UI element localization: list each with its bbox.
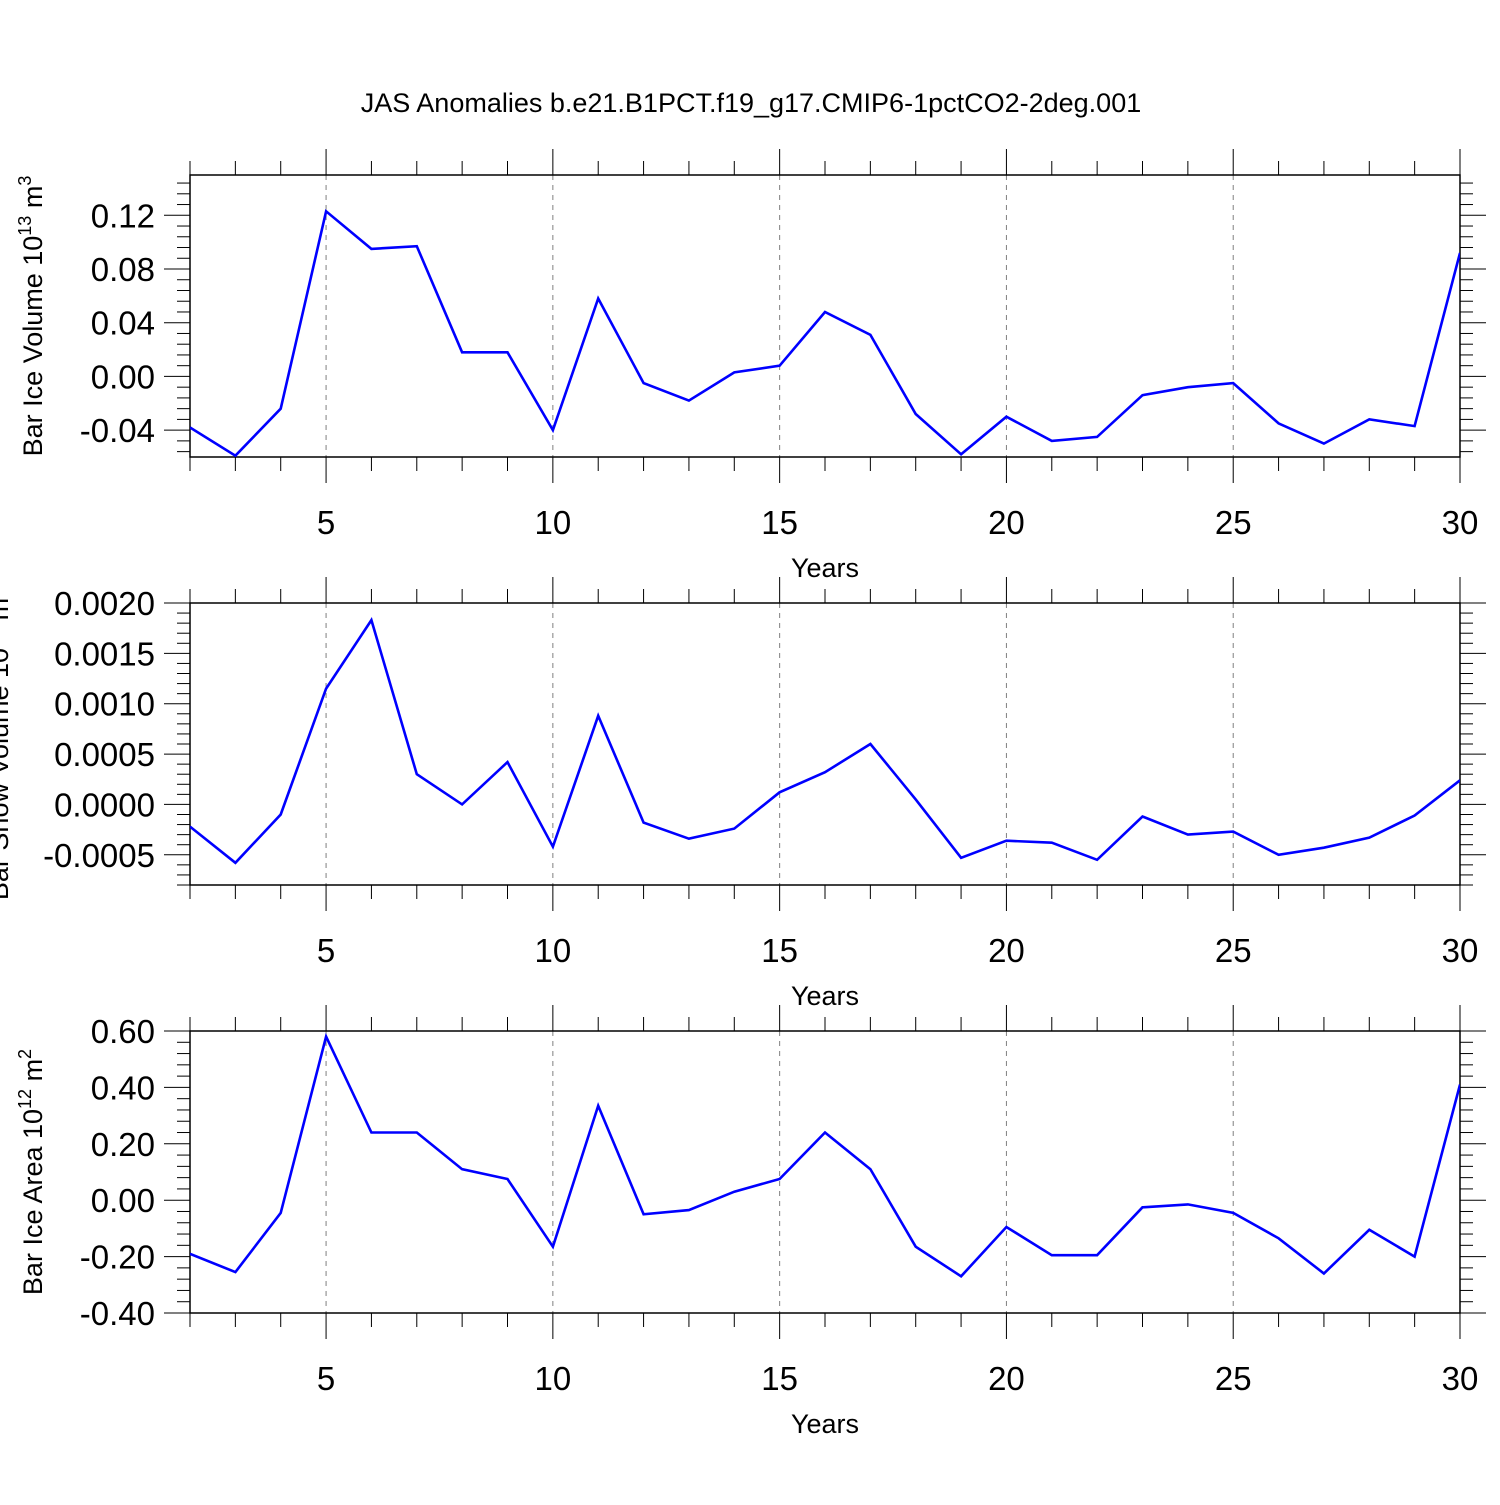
y-tick-label: 0.0020	[54, 585, 155, 622]
x-tick-label: 30	[1442, 932, 1479, 969]
series-line	[190, 617, 1460, 865]
x-tick-label: 25	[1215, 504, 1252, 541]
y-axis-label: Bar Ice Area 1012 m2	[15, 1049, 48, 1295]
plot-frame	[189, 602, 1461, 886]
chart-panel-3: 5 10 15 20 25 30 -0.40 -0.20 0.00 0.20 0.40 0.60 Yea…	[15, 1005, 1486, 1439]
x-tick-label: 5	[317, 932, 335, 969]
y-tick-label: 0.12	[91, 197, 155, 234]
x-tick-label: 10	[534, 932, 571, 969]
x-axis-label: Years	[791, 1409, 859, 1439]
x-axis-label: Years	[791, 981, 859, 1011]
series-line	[190, 1032, 1460, 1278]
y-tick-label: 0.20	[91, 1126, 155, 1163]
y-tick-label: 0.0000	[54, 786, 155, 823]
x-tick-label: 15	[761, 504, 798, 541]
chart-panel-1: 5 10 15 20 25 30 -0.04 0.00 0.04 0.08 0.12 Years Bar…	[15, 149, 1486, 583]
x-tick-label: 25	[1215, 932, 1252, 969]
panels: 5 10 15 20 25 30 -0.04 0.00 0.04 0.08 0.12 Years Bar…	[0, 149, 1486, 1439]
x-tick-label: 5	[317, 504, 335, 541]
y-tick-label: 0.40	[91, 1069, 155, 1106]
series-line	[190, 208, 1460, 457]
x-tick-label: 20	[988, 932, 1025, 969]
x-tick-label: 25	[1215, 1360, 1252, 1397]
y-tick-label: 0.0005	[54, 736, 155, 773]
y-tick-label: -0.0005	[43, 837, 155, 874]
y-tick-label: 0.0015	[54, 635, 155, 672]
x-tick-label: 10	[534, 1360, 571, 1397]
y-tick-label: -0.20	[80, 1239, 155, 1276]
y-tick-label: 0.00	[91, 1182, 155, 1219]
y-tick-label: -0.04	[80, 412, 155, 449]
y-axis-label: Bar Snow Volume 1013 m3	[0, 588, 14, 900]
x-tick-label: 20	[988, 504, 1025, 541]
x-axis-label: Years	[791, 553, 859, 583]
x-tick-label: 10	[534, 504, 571, 541]
x-tick-label: 5	[317, 1360, 335, 1397]
x-tick-label: 15	[761, 1360, 798, 1397]
y-axis-label: Bar Ice Volume 1013 m3	[15, 176, 48, 457]
y-tick-label: 0.60	[91, 1013, 155, 1050]
figure-title: JAS Anomalies b.e21.B1PCT.f19_g17.CMIP6-…	[361, 88, 1141, 118]
x-tick-label: 20	[988, 1360, 1025, 1397]
y-tick-label: 0.08	[91, 251, 155, 288]
y-tick-label: -0.40	[80, 1295, 155, 1332]
x-tick-label: 15	[761, 932, 798, 969]
chart-panel-2: 5 10 15 20 25 30 -0.0005 0.0000 0.0005 0.0010 0.00…	[0, 577, 1486, 1011]
y-tick-label: 0.00	[91, 358, 155, 395]
plot-frame	[189, 1030, 1461, 1314]
y-tick-label: 0.0010	[54, 686, 155, 723]
x-tick-label: 30	[1442, 1360, 1479, 1397]
y-tick-label: 0.04	[91, 305, 155, 342]
x-tick-label: 30	[1442, 504, 1479, 541]
